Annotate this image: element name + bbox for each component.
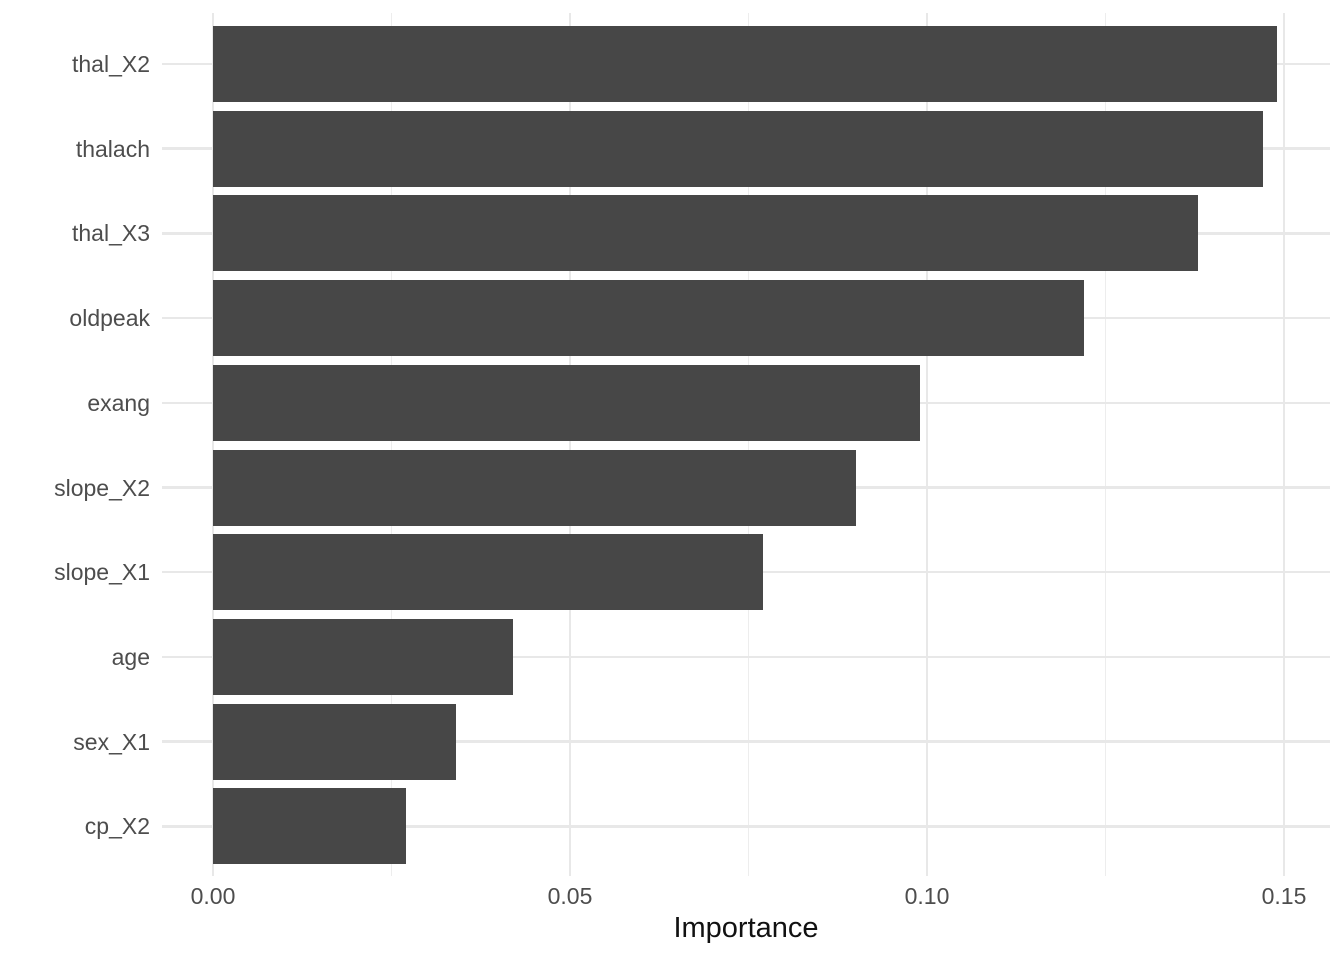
- gridline-major: [211, 13, 215, 876]
- bar: [213, 618, 513, 695]
- y-axis-label: oldpeak: [69, 305, 150, 332]
- y-axis-label: slope_X2: [54, 474, 150, 501]
- bar: [213, 534, 763, 611]
- bar: [213, 364, 920, 441]
- y-axis-label: exang: [87, 389, 150, 416]
- gridline-major-horizontal: [162, 740, 1330, 743]
- x-axis-tick-label: 0.00: [190, 883, 236, 909]
- y-axis-label: age: [111, 643, 150, 670]
- gridline-major: [568, 13, 572, 876]
- x-axis-tick-label: 0.05: [547, 883, 593, 909]
- y-axis-label: cp_X2: [84, 813, 150, 840]
- y-axis-label: slope_X1: [54, 559, 150, 586]
- gridline-major: [1282, 13, 1286, 876]
- bar: [213, 110, 1263, 187]
- bar: [213, 449, 856, 526]
- gridline-major-horizontal: [162, 825, 1330, 828]
- bar: [213, 26, 1277, 102]
- bar: [213, 703, 456, 780]
- plot-panel: [162, 13, 1330, 876]
- gridline-minor: [747, 13, 750, 876]
- bar: [213, 195, 1198, 272]
- bar: [213, 280, 1084, 357]
- bar: [213, 788, 406, 865]
- y-axis-label: sex_X1: [73, 728, 150, 755]
- gridline-minor: [390, 13, 393, 876]
- x-axis-tick-label: 0.15: [1261, 883, 1307, 909]
- gridline-minor: [1104, 13, 1107, 876]
- gridline-major: [925, 13, 929, 876]
- y-axis-label: thalach: [75, 135, 150, 162]
- y-axis-label: thal_X2: [71, 51, 150, 77]
- y-axis-label: thal_X3: [71, 220, 150, 247]
- gridline-major-horizontal: [162, 655, 1330, 659]
- x-axis-tick-label: 0.10: [904, 883, 950, 909]
- x-axis-title: Importance: [673, 912, 819, 944]
